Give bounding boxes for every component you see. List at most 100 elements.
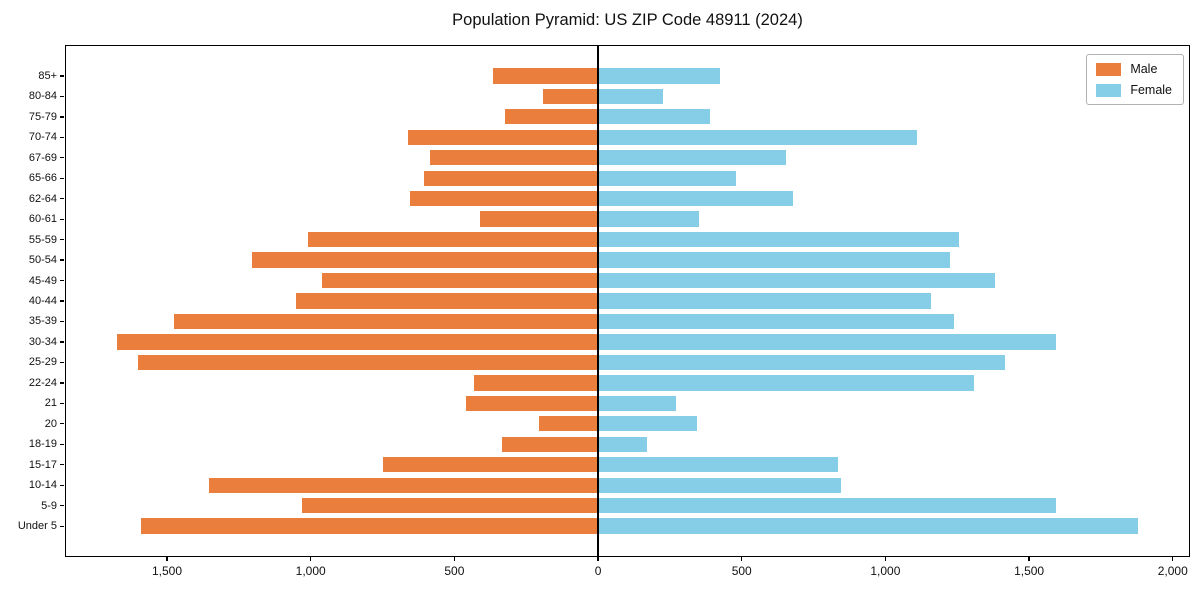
y-tick-label: 10-14 <box>28 479 57 492</box>
x-tick-mark <box>166 557 168 561</box>
x-tick-mark <box>597 557 599 561</box>
y-tick-mark <box>60 116 64 118</box>
male-bar <box>296 293 599 309</box>
male-bar <box>174 313 599 330</box>
y-tick-mark <box>60 443 64 445</box>
x-tick-mark <box>1028 557 1030 561</box>
legend-label-male: Male <box>1130 62 1158 76</box>
male-bar <box>504 109 599 125</box>
male-bar <box>424 170 599 186</box>
x-tick-label: 0 <box>594 564 602 578</box>
y-tick-label: 18-19 <box>28 438 57 451</box>
male-bar <box>138 354 599 371</box>
y-tick-mark <box>60 95 64 98</box>
female-bar <box>598 68 721 84</box>
female-bar <box>598 252 951 268</box>
female-bar <box>598 88 663 105</box>
female-bar <box>598 211 699 227</box>
y-tick-mark <box>60 136 64 138</box>
x-tick-label: 1,500 <box>1014 564 1045 578</box>
y-tick-label: 50-54 <box>28 254 57 267</box>
x-tick-label: 1,500 <box>151 564 183 578</box>
male-bar <box>465 395 599 411</box>
y-tick-label: 15-17 <box>28 458 57 471</box>
male-bar <box>307 231 599 248</box>
male-bar <box>141 518 599 534</box>
x-tick-mark <box>884 557 887 561</box>
x-tick-label: 1,000 <box>295 564 326 578</box>
y-tick-mark <box>60 259 64 261</box>
male-bar <box>480 211 599 227</box>
x-tick-label: 2,000 <box>1157 564 1188 578</box>
x-tick-label: 1,000 <box>870 564 901 578</box>
female-bar <box>598 109 711 125</box>
male-bar <box>208 477 599 493</box>
y-tick-mark <box>60 157 64 159</box>
female-bar <box>598 313 955 330</box>
male-bar <box>429 150 599 166</box>
y-tick-mark <box>60 218 64 220</box>
female-bar <box>598 477 841 493</box>
x-tick-mark <box>741 557 743 561</box>
y-tick-mark <box>60 505 64 507</box>
y-tick-label: 30-34 <box>28 335 57 348</box>
y-tick-mark <box>60 423 64 425</box>
male-bar <box>543 88 599 105</box>
male-swatch-icon <box>1096 62 1122 76</box>
y-tick-mark <box>60 525 64 527</box>
male-bar <box>409 191 599 207</box>
y-tick-label: Under 5 <box>17 520 57 533</box>
legend: Male Female <box>1086 54 1184 105</box>
female-bar <box>598 518 1139 534</box>
female-bar <box>598 457 838 473</box>
y-tick-mark <box>60 382 64 384</box>
male-bar <box>116 334 599 350</box>
female-bar <box>598 272 995 289</box>
chart-title: Population Pyramid: US ZIP Code 48911 (2… <box>452 11 803 29</box>
y-tick-label: 45-49 <box>28 274 57 287</box>
y-tick-label: 40-44 <box>28 295 57 307</box>
female-bar <box>598 129 918 145</box>
female-bar <box>598 395 676 411</box>
female-bar <box>598 354 1005 371</box>
y-tick-mark <box>60 198 64 200</box>
x-tick-mark <box>1172 557 1174 561</box>
male-bar <box>501 436 599 452</box>
y-tick-label: 70-74 <box>28 131 57 144</box>
y-tick-label: 80-84 <box>28 90 57 103</box>
legend-item-male: Male <box>1096 62 1172 76</box>
legend-item-female: Female <box>1096 83 1172 97</box>
female-bar <box>598 334 1057 350</box>
legend-label-female: Female <box>1130 83 1172 97</box>
y-tick-mark <box>60 300 64 302</box>
y-tick-mark <box>60 239 64 241</box>
y-tick-label: 5-9 <box>41 499 57 512</box>
male-bar <box>302 497 599 514</box>
male-bar <box>408 129 599 145</box>
y-tick-label: 20 <box>44 417 57 430</box>
female-bar <box>598 497 1057 514</box>
male-bar <box>474 375 599 391</box>
y-tick-label: 65-66 <box>28 172 57 185</box>
female-bar <box>598 416 698 432</box>
female-bar <box>598 231 959 248</box>
male-bar <box>539 416 599 432</box>
y-tick-mark <box>60 464 64 466</box>
female-bar <box>598 436 647 452</box>
y-tick-mark <box>60 402 64 405</box>
female-bar <box>598 375 975 391</box>
y-tick-mark <box>60 341 64 343</box>
y-tick-label: 85+ <box>38 69 57 82</box>
y-tick-label: 67-69 <box>28 151 57 164</box>
female-swatch-icon <box>1096 83 1122 97</box>
female-bar <box>598 293 932 309</box>
y-tick-label: 75-79 <box>28 110 57 123</box>
male-bar <box>493 68 599 84</box>
zero-axis-line <box>597 45 599 557</box>
y-tick-mark <box>60 279 64 282</box>
y-tick-label: 55-59 <box>28 233 57 246</box>
y-tick-label: 62-64 <box>28 192 57 205</box>
x-tick-label: 500 <box>444 564 465 578</box>
male-bar <box>322 272 599 289</box>
